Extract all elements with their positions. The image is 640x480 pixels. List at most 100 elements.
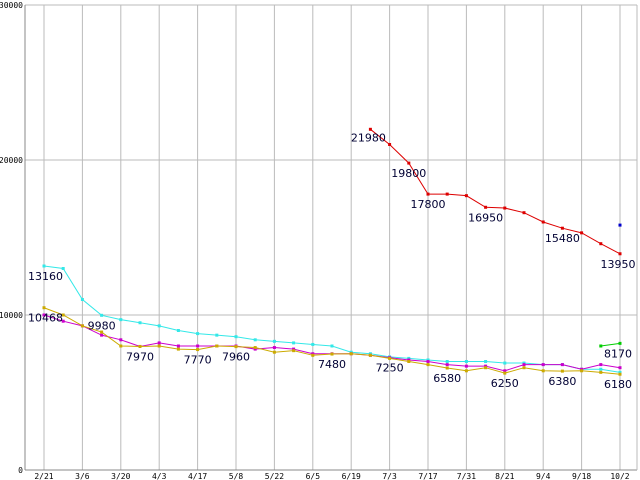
data-point xyxy=(560,363,564,367)
data-point xyxy=(618,372,622,376)
grid xyxy=(25,4,637,471)
data-point xyxy=(599,363,603,367)
data-point xyxy=(388,356,392,360)
data-point xyxy=(368,353,372,357)
data-point xyxy=(253,338,257,342)
series-green xyxy=(599,341,622,348)
data-point xyxy=(196,332,200,336)
data-point xyxy=(215,344,219,348)
data-point xyxy=(311,353,315,357)
data-point xyxy=(503,206,507,210)
y-tick-label: 10000 xyxy=(0,311,23,320)
data-point xyxy=(272,350,276,354)
data-label: 7970 xyxy=(126,350,154,363)
data-point xyxy=(61,313,65,317)
series-line xyxy=(600,342,621,347)
data-point xyxy=(426,358,430,362)
data-point xyxy=(522,366,526,370)
x-tick-label: 4/17 xyxy=(188,472,207,480)
data-point xyxy=(560,226,564,230)
data-point xyxy=(407,161,411,165)
data-point xyxy=(368,127,372,131)
x-tick-label: 8/21 xyxy=(495,472,514,480)
data-point xyxy=(368,352,372,356)
data-point xyxy=(503,369,507,373)
data-point xyxy=(100,330,104,334)
data-point xyxy=(157,344,161,348)
data-point xyxy=(599,242,603,246)
data-label: 10468 xyxy=(28,312,63,325)
data-point xyxy=(503,371,507,375)
x-tick-label: 9/18 xyxy=(572,472,591,480)
data-point xyxy=(599,370,603,374)
data-point xyxy=(292,349,296,353)
data-label: 13950 xyxy=(601,258,636,271)
data-point xyxy=(349,350,353,354)
x-tick-label: 6/19 xyxy=(342,472,361,480)
series-yellow xyxy=(42,306,622,376)
data-point xyxy=(618,252,622,256)
x-tick-label: 4/3 xyxy=(152,472,167,480)
data-point xyxy=(234,345,238,349)
data-point xyxy=(253,346,257,350)
y-tick-label: 30000 xyxy=(0,1,23,10)
data-point xyxy=(484,366,488,370)
data-point xyxy=(484,205,488,209)
data-point xyxy=(61,319,65,323)
data-label: 16950 xyxy=(468,211,503,224)
data-label: 6250 xyxy=(491,377,519,390)
data-point xyxy=(388,143,392,146)
data-point xyxy=(464,360,468,363)
data-point xyxy=(503,361,507,365)
data-point xyxy=(580,367,584,371)
data-point xyxy=(157,341,161,345)
data-point xyxy=(618,223,622,227)
data-point xyxy=(330,352,334,356)
data-point xyxy=(311,342,315,346)
data-point xyxy=(42,313,46,317)
data-point xyxy=(100,313,104,317)
x-tick-label: 9/4 xyxy=(536,472,551,480)
data-label: 7250 xyxy=(376,362,404,375)
data-point xyxy=(176,347,180,351)
x-tick-label: 10/2 xyxy=(610,472,629,480)
data-point xyxy=(42,306,46,310)
data-point xyxy=(522,363,526,367)
data-point xyxy=(272,346,276,350)
data-point xyxy=(464,369,468,373)
x-tick-label: 5/22 xyxy=(265,472,284,480)
data-point xyxy=(272,339,276,343)
x-tick-label: 7/31 xyxy=(457,472,476,480)
data-point xyxy=(42,264,46,268)
data-point xyxy=(541,220,545,224)
x-tick-label: 3/6 xyxy=(75,472,90,480)
data-point xyxy=(541,369,545,373)
data-label: 19800 xyxy=(391,167,426,180)
data-point xyxy=(157,324,161,328)
data-label: 21980 xyxy=(351,131,386,144)
data-point xyxy=(618,366,622,370)
data-point xyxy=(484,360,488,363)
data-point xyxy=(464,364,468,368)
data-point xyxy=(618,370,622,374)
data-label: 15480 xyxy=(545,232,580,245)
data-point xyxy=(407,356,411,360)
data-point xyxy=(196,348,200,352)
data-point xyxy=(618,341,622,345)
data-point xyxy=(445,360,449,363)
data-point xyxy=(426,192,430,196)
data-label: 6580 xyxy=(433,372,461,385)
data-point xyxy=(80,298,84,301)
series-red xyxy=(368,127,622,256)
x-tick-label: 5/8 xyxy=(229,472,244,480)
data-point xyxy=(560,369,564,373)
data-point xyxy=(292,341,296,345)
x-tick-label: 3/20 xyxy=(111,472,130,480)
data-labels: 21980 19800 17800 16950 15480 13950 13160 10468… xyxy=(28,131,636,391)
data-point xyxy=(234,335,238,339)
data-point xyxy=(522,361,526,365)
data-point xyxy=(138,321,142,325)
data-point xyxy=(292,347,296,351)
